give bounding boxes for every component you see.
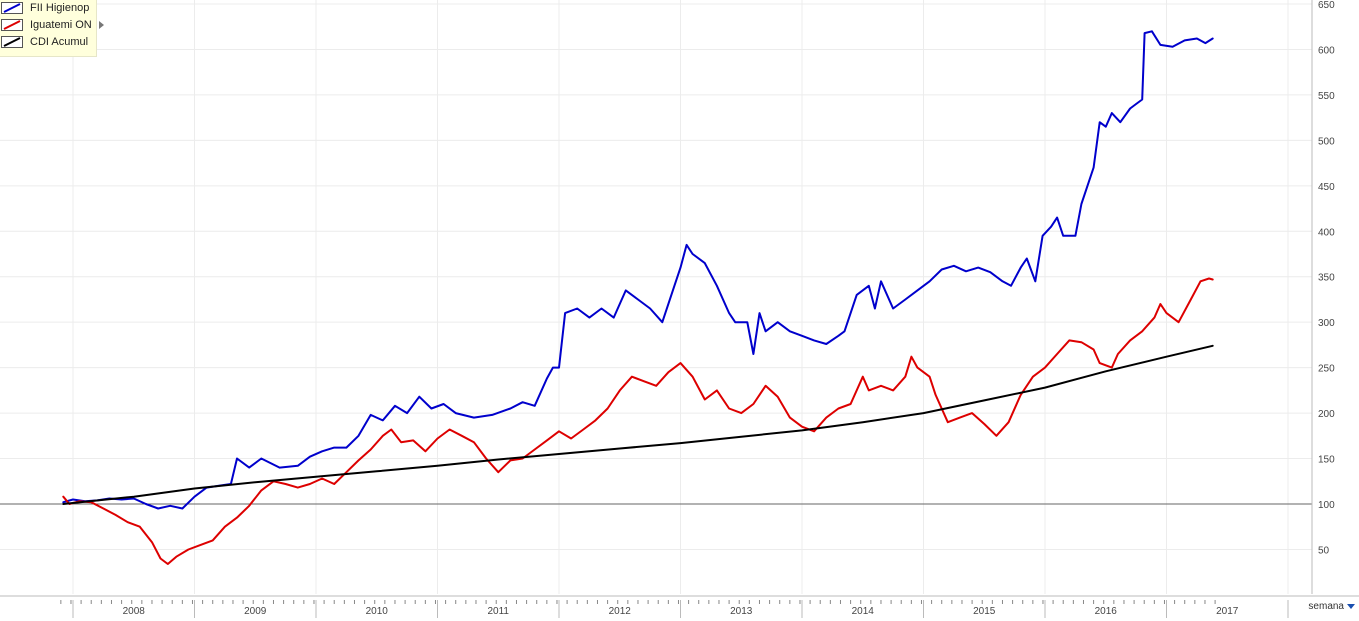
y-tick-label: 200	[1318, 409, 1335, 420]
x-tick-label: 2016	[1095, 606, 1118, 617]
period-selector[interactable]: semana	[1308, 601, 1355, 612]
x-tick-label: 2010	[366, 606, 389, 617]
series-line-iguatemi-on	[62, 277, 1214, 565]
period-selector-label: semana	[1308, 601, 1344, 612]
label-layer: 50 100 150 200 250 300 350 400 450 500 550 600 650 20…	[123, 0, 1335, 617]
legend-item-iguatemi-on[interactable]: Iguatemi ON	[0, 17, 104, 34]
y-tick-label: 450	[1318, 182, 1335, 193]
x-tick-label: 2014	[852, 606, 875, 617]
x-tick-label: 2011	[487, 606, 509, 617]
x-tick-label: 2017	[1216, 606, 1239, 617]
line-swatch-icon	[1, 2, 23, 14]
y-tick-label: 500	[1318, 136, 1335, 147]
grid-layer	[0, 0, 1312, 594]
series-line-fii-higienop	[62, 30, 1214, 510]
legend-item-cdi-acumul[interactable]: CDI Acumul	[0, 34, 96, 51]
y-tick-label: 100	[1318, 500, 1335, 511]
y-tick-label: 50	[1318, 545, 1330, 556]
legend-label: CDI Acumul	[30, 36, 89, 48]
y-tick-label: 400	[1318, 227, 1335, 238]
legend-label: FII Higienop	[30, 2, 90, 14]
plot-area	[0, 0, 1312, 594]
line-swatch-icon	[1, 19, 23, 31]
x-tick-label: 2015	[973, 606, 996, 617]
y-tick-label: 300	[1318, 318, 1335, 329]
y-tick-label: 250	[1318, 364, 1335, 375]
x-tick-label: 2013	[730, 606, 753, 617]
y-tick-label: 350	[1318, 273, 1335, 284]
line-swatch-icon	[1, 36, 23, 48]
x-tick-label: 2008	[123, 606, 146, 617]
chart-legend[interactable]: FII Higienop Iguatemi ON CDI Acumul	[0, 0, 104, 57]
y-tick-label: 650	[1318, 0, 1335, 11]
triangle-right-icon[interactable]	[98, 21, 104, 30]
y-tick-label: 550	[1318, 91, 1335, 102]
x-tick-label: 2012	[609, 606, 632, 617]
caret-down-icon	[1347, 603, 1355, 609]
x-tick-label: 2009	[244, 606, 267, 617]
legend-label: Iguatemi ON	[30, 19, 92, 31]
legend-item-fii-higienop[interactable]: FII Higienop	[0, 0, 96, 17]
y-tick-label: 600	[1318, 45, 1335, 56]
y-tick-label: 150	[1318, 455, 1335, 466]
series-line-cdi-acumul	[62, 344, 1214, 505]
series-layer	[62, 30, 1214, 565]
